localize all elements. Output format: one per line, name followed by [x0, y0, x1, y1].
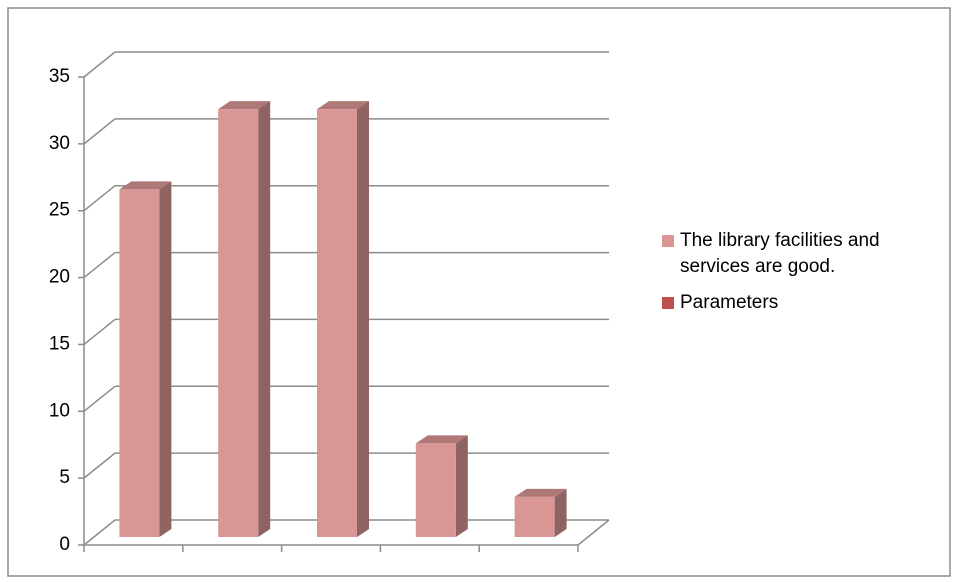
legend-item: The library facilities and services are … [662, 228, 952, 280]
y-tick-label: 15 [49, 333, 70, 354]
y-tick-label: 20 [49, 267, 70, 288]
grid-line [83, 519, 116, 546]
y-tick-label: 0 [59, 534, 70, 555]
bar [317, 109, 357, 537]
legend-item: Parameters [662, 290, 952, 316]
bar-side [258, 101, 271, 537]
bar [119, 189, 160, 538]
bar-side [554, 488, 567, 537]
legend-swatch [662, 297, 674, 309]
floor-edge [577, 519, 610, 546]
bar [415, 443, 456, 537]
bar-top [218, 101, 271, 110]
bar [514, 496, 555, 537]
y-tick-label: 35 [49, 66, 70, 87]
y-tick-label: 10 [49, 400, 70, 421]
grid-line [83, 51, 116, 78]
bar [218, 109, 259, 537]
y-tick-label: 30 [49, 133, 70, 154]
bar-side [159, 181, 172, 538]
grid-line [83, 452, 116, 479]
bar-top [415, 435, 468, 444]
bar-side [357, 101, 369, 537]
legend-label: Parameters [680, 292, 779, 313]
grid-line [83, 318, 116, 346]
grid-line [83, 385, 116, 412]
bar-top [317, 101, 369, 110]
grid-line [83, 185, 116, 212]
legend-label: The library facilities and services are … [680, 230, 880, 277]
bar-top [514, 488, 567, 497]
y-tick-label: 5 [59, 467, 70, 488]
y-tick-label: 25 [49, 200, 70, 221]
bar-side [455, 435, 468, 537]
bar-top [119, 181, 172, 190]
legend: The library facilities and services are … [662, 228, 952, 326]
grid-line [83, 118, 116, 145]
legend-swatch [662, 235, 674, 247]
grid-line [83, 251, 116, 279]
